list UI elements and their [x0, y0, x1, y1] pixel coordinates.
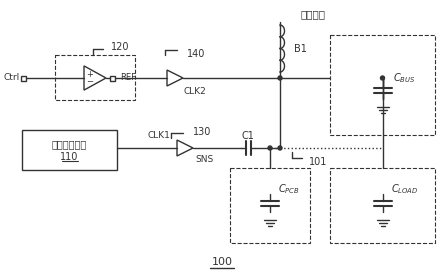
Text: 100: 100 — [211, 257, 233, 267]
Text: REF: REF — [120, 73, 136, 83]
Text: B1: B1 — [294, 43, 307, 53]
Text: −: − — [86, 78, 93, 86]
Bar — [330, 168, 435, 243]
Text: 140: 140 — [187, 49, 206, 59]
Bar — [110, 76, 115, 81]
Bar — [330, 35, 435, 135]
Text: CLK1: CLK1 — [147, 132, 170, 140]
Bar — [22, 130, 117, 170]
Bar — [230, 168, 310, 243]
Text: $C_{BUS}$: $C_{BUS}$ — [392, 71, 415, 85]
Text: 120: 120 — [111, 42, 130, 52]
Text: $C_{PCB}$: $C_{PCB}$ — [278, 182, 300, 196]
Text: $C_{LOAD}$: $C_{LOAD}$ — [391, 182, 418, 196]
Text: Ctrl: Ctrl — [4, 73, 20, 83]
Text: 脉冲生成电路: 脉冲生成电路 — [52, 139, 87, 149]
Text: C1: C1 — [242, 131, 254, 141]
Circle shape — [381, 76, 385, 80]
Text: +: + — [86, 70, 93, 79]
Text: 130: 130 — [193, 127, 211, 137]
Text: 输入电源: 输入电源 — [300, 9, 325, 19]
Text: SNS: SNS — [195, 155, 213, 165]
Text: CLK2: CLK2 — [183, 88, 206, 96]
Text: 110: 110 — [60, 152, 79, 162]
Bar — [55, 55, 135, 100]
Circle shape — [278, 76, 282, 80]
Text: 101: 101 — [309, 157, 327, 167]
Bar — [20, 76, 25, 81]
Circle shape — [278, 146, 282, 150]
Circle shape — [268, 146, 272, 150]
